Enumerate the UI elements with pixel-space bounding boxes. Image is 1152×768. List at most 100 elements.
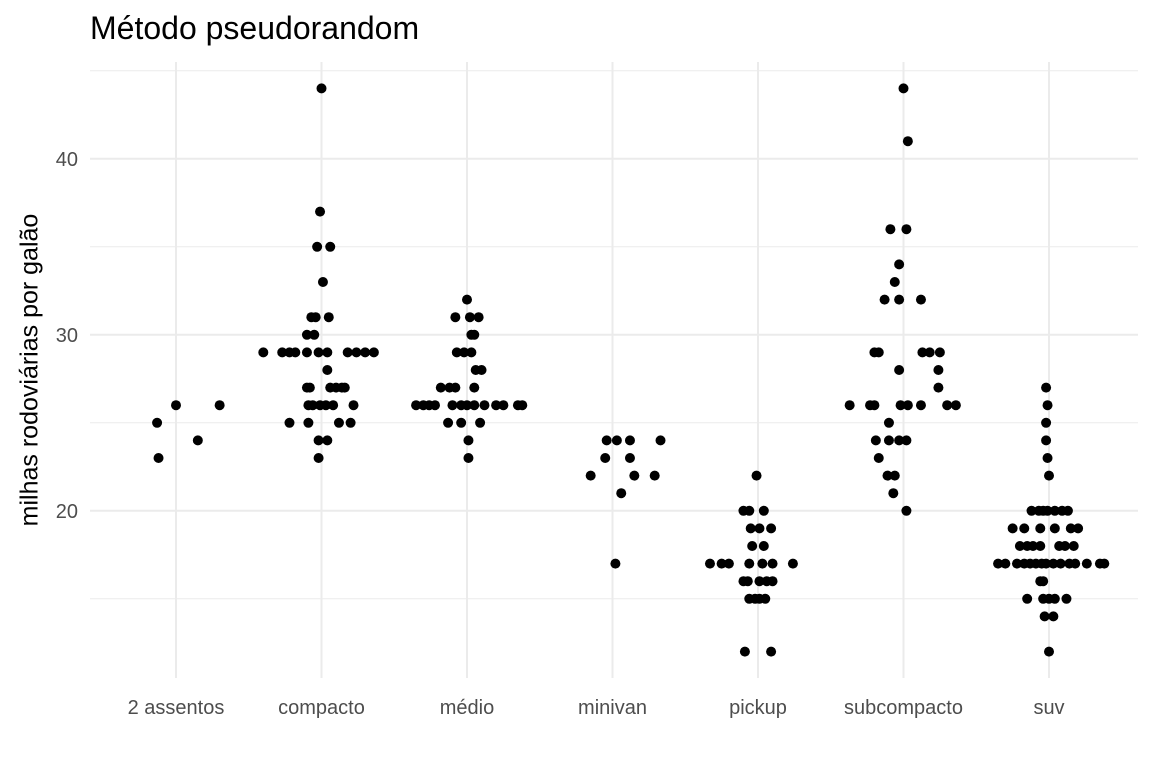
data-point: [917, 347, 928, 358]
data-point: [655, 435, 666, 446]
data-point: [517, 400, 528, 411]
data-point: [1000, 558, 1011, 569]
data-point: [307, 400, 318, 411]
point-layer: [152, 83, 1110, 657]
data-point: [704, 558, 715, 569]
data-point: [462, 294, 472, 305]
data-point: [745, 523, 756, 534]
data-point: [152, 417, 163, 428]
data-point: [312, 241, 323, 252]
data-point: [744, 505, 755, 516]
data-point: [411, 400, 422, 411]
data-point: [601, 435, 612, 446]
data-point: [348, 400, 359, 411]
data-point: [993, 558, 1004, 569]
data-point: [915, 294, 926, 305]
data-point: [629, 470, 640, 481]
data-point: [322, 365, 333, 375]
data-point: [351, 347, 362, 358]
x-tick-label: 2 assentos: [128, 697, 225, 719]
data-point: [883, 417, 894, 428]
x-tick-label: minivan: [578, 697, 647, 719]
data-point: [447, 400, 458, 411]
data-point: [754, 523, 765, 534]
data-point: [879, 294, 890, 305]
data-point: [767, 576, 778, 587]
data-point: [303, 417, 314, 428]
data-point: [1049, 505, 1060, 516]
y-tick-label: 30: [56, 325, 78, 347]
data-point: [742, 576, 753, 587]
data-point: [610, 558, 621, 569]
data-point: [345, 417, 356, 428]
data-point: [1044, 646, 1054, 657]
data-point: [322, 435, 333, 446]
data-point: [304, 382, 315, 393]
data-point: [463, 453, 474, 463]
data-point: [882, 470, 893, 481]
data-point: [466, 347, 477, 358]
data-point: [309, 329, 320, 340]
data-point: [1019, 523, 1030, 534]
data-point: [873, 347, 884, 358]
data-point: [758, 505, 769, 516]
chart-title: Método pseudorandom: [90, 10, 420, 46]
data-point: [315, 206, 326, 217]
data-point: [476, 365, 487, 375]
data-point: [1038, 576, 1049, 587]
data-point: [1068, 541, 1079, 551]
data-point: [901, 435, 912, 446]
data-point: [1035, 541, 1046, 551]
data-point: [1099, 558, 1110, 569]
data-point: [1035, 523, 1046, 534]
data-point: [885, 224, 896, 235]
x-tick-label: médio: [440, 697, 494, 719]
data-point: [313, 435, 324, 446]
data-point: [1061, 593, 1072, 604]
data-point: [933, 382, 944, 393]
data-point: [883, 435, 894, 446]
data-point: [368, 347, 379, 358]
data-point: [1065, 523, 1076, 534]
data-point: [747, 541, 758, 551]
data-point: [723, 558, 734, 569]
data-point: [313, 453, 324, 463]
data-point: [1062, 505, 1073, 516]
data-point: [475, 417, 486, 428]
data-point: [1060, 541, 1071, 551]
x-tick-label: suv: [1033, 697, 1064, 719]
data-point: [464, 312, 475, 323]
tick-label-layer: 20 30 40 2 assentos compacto médio minivan pick…: [56, 149, 1065, 719]
data-point: [888, 488, 899, 499]
data-point: [443, 417, 454, 428]
data-point: [214, 400, 225, 411]
data-point: [889, 277, 900, 287]
data-point: [322, 347, 333, 358]
x-tick-label: pickup: [729, 697, 787, 719]
data-point: [611, 435, 622, 446]
data-point: [902, 400, 913, 411]
data-point: [301, 329, 312, 340]
data-point: [873, 453, 884, 463]
data-point: [479, 400, 490, 411]
data-point: [1073, 523, 1084, 534]
data-point: [600, 453, 611, 463]
data-point: [339, 382, 350, 393]
data-point: [1011, 558, 1022, 569]
data-point: [1026, 505, 1037, 516]
data-point: [277, 347, 288, 358]
data-point: [894, 365, 905, 375]
data-point: [342, 347, 353, 358]
data-point: [333, 417, 344, 428]
data-point: [1048, 558, 1059, 569]
data-point: [894, 435, 905, 446]
data-point: [870, 435, 881, 446]
data-point: [716, 558, 727, 569]
data-point: [1022, 593, 1033, 604]
data-point: [901, 505, 912, 516]
data-point: [758, 541, 769, 551]
data-point: [1049, 523, 1060, 534]
data-point: [744, 558, 755, 569]
data-point: [616, 488, 627, 499]
